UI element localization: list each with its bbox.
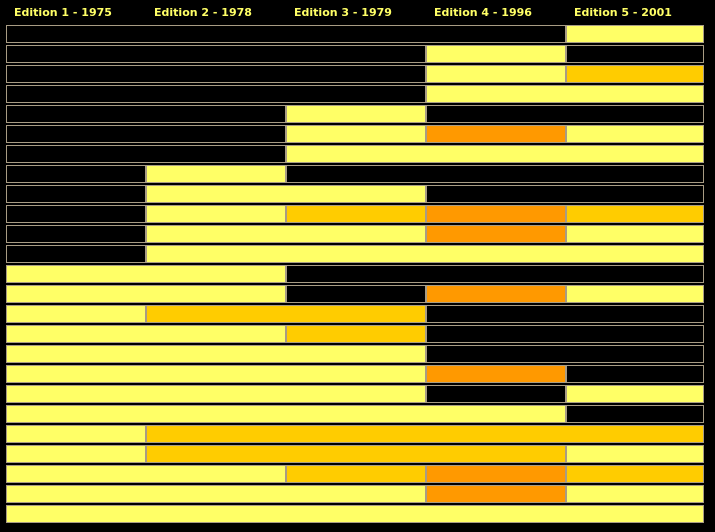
row-19-segment-edition-5-to-5 [566,385,704,403]
row-2-segment-edition-5-to-5 [566,45,704,63]
row-15-segment-edition-1-to-1 [6,305,146,323]
row-22-segment-edition-2-to-4 [146,445,566,463]
row-15-segment-edition-4-to-5 [426,305,704,323]
row-11-segment-edition-4-to-4 [426,225,566,243]
row-20-segment-edition-5-to-5 [566,405,704,423]
row-3-segment-edition-5-to-5 [566,65,704,83]
row-12-segment-edition-1-to-1 [6,245,146,263]
row-6-segment-edition-4-to-4 [426,125,566,143]
edition-5-header: Edition 5 - 2001 [574,6,672,19]
row-7-segment-edition-3-to-5 [286,145,704,163]
row-4-segment-edition-1-to-3 [6,85,426,103]
row-18-segment-edition-4-to-4 [426,365,566,383]
row-6-segment-edition-3-to-3 [286,125,426,143]
row-21-segment-edition-2-to-5 [146,425,704,443]
row-15-segment-edition-2-to-3 [146,305,426,323]
row-25-segment-edition-1-to-5 [6,505,704,523]
row-7-segment-edition-1-to-2 [6,145,286,163]
row-16-segment-edition-4-to-5 [426,325,704,343]
row-16-segment-edition-1-to-2 [6,325,286,343]
row-5-segment-edition-1-to-2 [6,105,286,123]
row-23-segment-edition-1-to-2 [6,465,286,483]
row-19-segment-edition-1-to-3 [6,385,426,403]
row-22-segment-edition-5-to-5 [566,445,704,463]
row-20-segment-edition-1-to-4 [6,405,566,423]
row-8-segment-edition-2-to-2 [146,165,286,183]
row-23-segment-edition-5-to-5 [566,465,704,483]
row-17-segment-edition-4-to-5 [426,345,704,363]
edition-1-header: Edition 1 - 1975 [14,6,112,19]
row-23-segment-edition-4-to-4 [426,465,566,483]
row-13-segment-edition-3-to-5 [286,265,704,283]
row-10-segment-edition-4-to-4 [426,205,566,223]
row-9-segment-edition-1-to-1 [6,185,146,203]
row-4-segment-edition-4-to-5 [426,85,704,103]
row-5-segment-edition-4-to-5 [426,105,704,123]
row-22-segment-edition-1-to-1 [6,445,146,463]
row-1-segment-edition-5-to-5 [566,25,704,43]
row-2-segment-edition-4-to-4 [426,45,566,63]
row-14-segment-edition-1-to-2 [6,285,286,303]
row-18-segment-edition-1-to-3 [6,365,426,383]
row-6-segment-edition-1-to-2 [6,125,286,143]
row-24-segment-edition-4-to-4 [426,485,566,503]
row-16-segment-edition-3-to-3 [286,325,426,343]
row-6-segment-edition-5-to-5 [566,125,704,143]
row-18-segment-edition-5-to-5 [566,365,704,383]
row-8-segment-edition-3-to-5 [286,165,704,183]
row-10-segment-edition-2-to-2 [146,205,286,223]
row-24-segment-edition-5-to-5 [566,485,704,503]
row-9-segment-edition-2-to-3 [146,185,426,203]
edition-4-header: Edition 4 - 1996 [434,6,532,19]
row-10-segment-edition-5-to-5 [566,205,704,223]
row-5-segment-edition-3-to-3 [286,105,426,123]
row-14-segment-edition-4-to-4 [426,285,566,303]
row-17-segment-edition-1-to-3 [6,345,426,363]
row-14-segment-edition-3-to-3 [286,285,426,303]
row-11-segment-edition-2-to-3 [146,225,426,243]
row-19-segment-edition-4-to-4 [426,385,566,403]
edition-3-header: Edition 3 - 1979 [294,6,392,19]
row-23-segment-edition-3-to-3 [286,465,426,483]
row-3-segment-edition-4-to-4 [426,65,566,83]
row-10-segment-edition-1-to-1 [6,205,146,223]
row-14-segment-edition-5-to-5 [566,285,704,303]
row-11-segment-edition-5-to-5 [566,225,704,243]
row-13-segment-edition-1-to-2 [6,265,286,283]
row-24-segment-edition-1-to-3 [6,485,426,503]
edition-2-header: Edition 2 - 1978 [154,6,252,19]
row-11-segment-edition-1-to-1 [6,225,146,243]
row-1-segment-edition-1-to-4 [6,25,566,43]
row-2-segment-edition-1-to-3 [6,45,426,63]
row-10-segment-edition-3-to-3 [286,205,426,223]
row-21-segment-edition-1-to-1 [6,425,146,443]
row-8-segment-edition-1-to-1 [6,165,146,183]
row-9-segment-edition-4-to-5 [426,185,704,203]
row-12-segment-edition-2-to-5 [146,245,704,263]
row-3-segment-edition-1-to-3 [6,65,426,83]
